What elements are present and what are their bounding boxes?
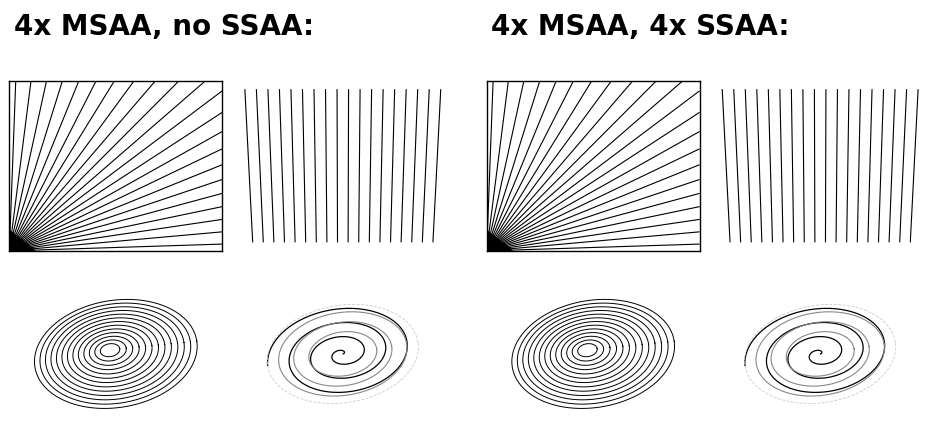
Text: 4x MSAA, no SSAA:: 4x MSAA, no SSAA: — [14, 13, 314, 41]
Polygon shape — [487, 230, 512, 251]
Polygon shape — [9, 230, 35, 251]
Text: 4x MSAA, 4x SSAA:: 4x MSAA, 4x SSAA: — [491, 13, 790, 41]
